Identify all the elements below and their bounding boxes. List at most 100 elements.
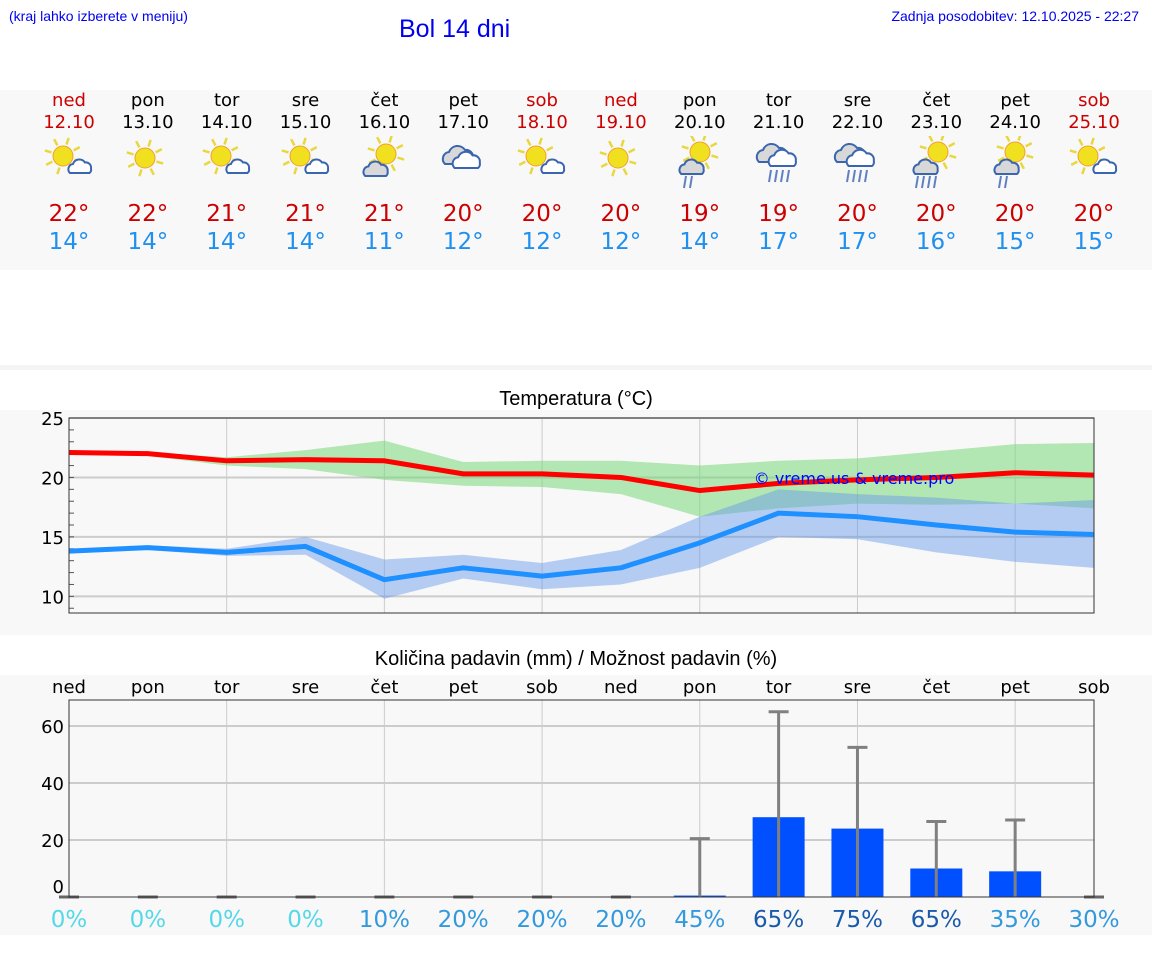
day-date: 16.10: [358, 112, 411, 133]
max-temp: 20°: [521, 201, 563, 227]
sun-small-cloud-icon: [29, 136, 109, 196]
min-temp: 12°: [600, 229, 642, 255]
y-tick-label: 60: [41, 717, 64, 738]
cloudy-icon: [423, 136, 503, 196]
day-label: tor: [214, 677, 240, 698]
day-date: 20.10: [674, 112, 726, 133]
sun-behind-cloud-icon: [344, 136, 424, 196]
day-name: sre: [843, 90, 872, 111]
day-name: sob: [1078, 90, 1110, 111]
sun-cloud-rain-icon: [896, 136, 976, 196]
max-temp: 20°: [1073, 201, 1115, 227]
day-name: čet: [370, 90, 399, 111]
plot-area: [69, 700, 1094, 897]
precip-probability: 0%: [287, 907, 324, 933]
day-date: 12.10: [43, 112, 95, 133]
y-tick-label: 0: [53, 877, 64, 898]
last-updated: Zadnja posodobitev: 12.10.2025 - 22:27: [891, 8, 1139, 24]
max-temp: 21°: [206, 201, 248, 227]
sun-small-cloud-icon: [502, 136, 582, 196]
day-label: tor: [766, 677, 792, 698]
sun-small-cloud-icon: [187, 136, 267, 196]
min-temp: 14°: [679, 229, 721, 255]
cloudy-rain-icon: [817, 136, 897, 196]
max-temp: 19°: [679, 201, 721, 227]
max-temp: 20°: [600, 201, 642, 227]
y-tick-label: 40: [41, 774, 64, 795]
day-label: pet: [448, 677, 478, 698]
cloudy-rain-icon: [739, 136, 819, 196]
min-temp: 12°: [442, 229, 484, 255]
day-date: 24.10: [989, 112, 1041, 133]
min-temp: 17°: [758, 229, 799, 255]
forecast-day: sob 18.10 20° 12°: [502, 90, 582, 256]
sun-small-cloud-icon: [1054, 136, 1134, 196]
plot-frame: [68, 417, 1095, 614]
sun-small-cloud-icon: [266, 136, 346, 196]
day-name: čet: [922, 90, 951, 111]
day-label: pon: [683, 677, 717, 698]
forecast-day: tor 14.10 21° 14°: [187, 90, 267, 256]
y-tick-label: 15: [41, 528, 64, 549]
forecast-day: sre 22.10 20° 17°: [817, 90, 897, 256]
day-date: 25.10: [1068, 112, 1120, 133]
plot-area: [69, 418, 1094, 613]
max-temp: 21°: [363, 201, 405, 227]
day-date: 19.10: [595, 112, 647, 133]
max-temp: 20°: [837, 201, 878, 227]
day-date: 13.10: [122, 112, 174, 133]
day-label: pon: [131, 677, 165, 698]
max-temp: 20°: [915, 201, 957, 227]
forecast-day: pet 17.10 20° 12°: [423, 90, 503, 256]
min-temp: 16°: [915, 229, 957, 255]
forecast-day: ned 12.10 22° 14°: [29, 90, 109, 256]
y-tick-label: 25: [41, 409, 64, 430]
temperature-chart-title: Temperatura (°C): [499, 388, 653, 410]
day-name: pet: [448, 90, 478, 111]
sun-icon: [581, 136, 661, 196]
precip-probability: 0%: [51, 907, 88, 933]
day-date: 22.10: [831, 112, 884, 133]
day-date: 17.10: [437, 112, 489, 133]
precip-probability: 20%: [517, 907, 568, 933]
day-label: sob: [526, 677, 558, 698]
forecast-day: sre 15.10 21° 14°: [266, 90, 346, 256]
y-tick-label: 10: [41, 587, 64, 608]
day-name: pon: [682, 90, 717, 111]
day-name: tor: [213, 90, 240, 111]
plot-frame: [68, 699, 1095, 898]
max-temp: 20°: [994, 201, 1036, 227]
day-name: pon: [130, 90, 165, 111]
day-name: ned: [603, 90, 638, 111]
location-hint: (kraj lahko izberete v meniju): [9, 8, 188, 24]
day-name: tor: [765, 90, 792, 111]
temperature-chart: 25 20 15 10 © vreme.us & vreme.pro: [41, 409, 1095, 614]
max-temp-line: [68, 449, 1095, 494]
day-label: sob: [1078, 677, 1110, 698]
forecast-day: čet 23.10 20° 16°: [896, 90, 976, 256]
precip-probability: 65%: [753, 907, 804, 933]
forecast-day: pon 20.10 19° 14°: [660, 90, 740, 256]
day-label: pet: [1000, 677, 1030, 698]
precip-probability: 0%: [130, 907, 167, 933]
day-label: čet: [370, 677, 398, 698]
forecast-day: čet 16.10 21° 11°: [344, 90, 424, 256]
min-temp: 11°: [363, 229, 405, 255]
min-temp: 15°: [1073, 229, 1115, 255]
precip-probability: 30%: [1068, 907, 1119, 933]
day-date: 14.10: [200, 112, 253, 133]
max-temp: 19°: [758, 201, 799, 227]
precip-probability: 0%: [208, 907, 245, 933]
min-temp-line: [68, 510, 1095, 583]
min-temp: 14°: [127, 229, 169, 255]
max-temp: 22°: [127, 201, 169, 227]
y-tick-label: 20: [41, 831, 64, 852]
min-temp: 15°: [994, 229, 1036, 255]
day-date: 21.10: [752, 112, 805, 133]
day-label: čet: [922, 677, 950, 698]
precipitation-chart-title: Količina padavin (mm) / Možnost padavin …: [374, 648, 778, 670]
forecast-day: pon 13.10 22° 14°: [108, 90, 188, 256]
day-label: sre: [844, 677, 871, 698]
day-name: pet: [1000, 90, 1030, 111]
